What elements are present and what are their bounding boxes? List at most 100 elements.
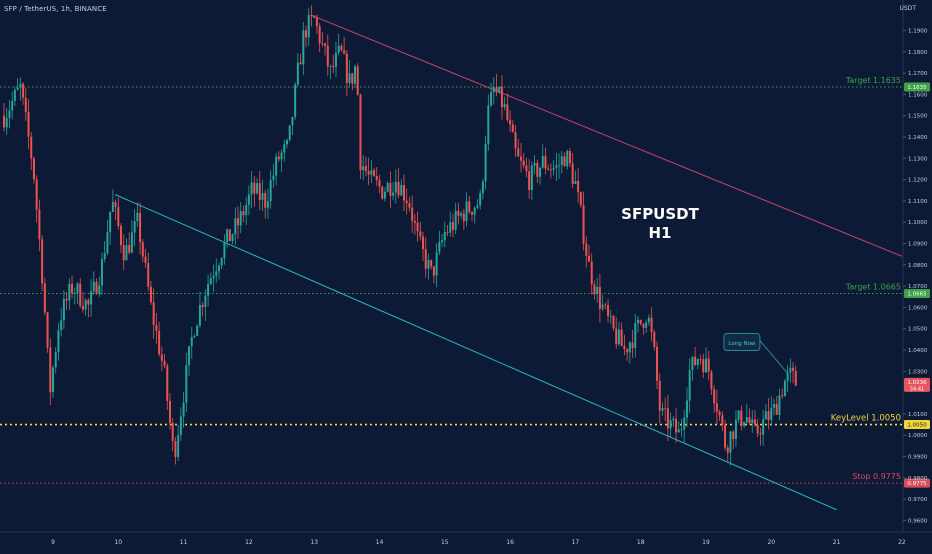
candle-body bbox=[288, 125, 291, 140]
x-tick-label: 15 bbox=[441, 539, 449, 546]
candle-body bbox=[647, 317, 650, 323]
candle-body bbox=[753, 419, 756, 425]
y-tick-label: 1.1900 bbox=[908, 29, 928, 35]
candle-body bbox=[139, 212, 142, 243]
candle-body bbox=[653, 332, 656, 347]
candle-body bbox=[778, 395, 781, 415]
candle-body bbox=[636, 319, 639, 324]
candle-body bbox=[454, 210, 457, 230]
time-axis[interactable]: 9 10 11 12 13 14 15 16 17 18 19 20 21 22 bbox=[51, 539, 906, 546]
candle-body bbox=[530, 165, 533, 190]
candle-body bbox=[294, 84, 297, 117]
candle-body bbox=[19, 83, 22, 88]
annotation-text: Long Now bbox=[728, 341, 756, 347]
candle-body bbox=[612, 316, 615, 329]
candle-body bbox=[609, 316, 612, 317]
candle-body bbox=[702, 359, 705, 373]
candle-body bbox=[495, 87, 498, 93]
x-tick-label: 10 bbox=[114, 539, 122, 546]
candle-body bbox=[511, 124, 514, 133]
trendline-upper[interactable] bbox=[312, 15, 903, 257]
candle-body bbox=[767, 411, 770, 421]
candle-body bbox=[628, 342, 631, 353]
candle-body bbox=[307, 15, 310, 38]
candle-body bbox=[645, 322, 648, 328]
candle-body bbox=[634, 323, 637, 348]
candle-body bbox=[533, 162, 536, 166]
candle-body bbox=[302, 30, 305, 65]
candle-body bbox=[348, 73, 351, 84]
candle-body bbox=[598, 286, 601, 309]
candle-body bbox=[373, 170, 376, 177]
x-tick-label: 12 bbox=[245, 539, 253, 546]
candle-body bbox=[582, 205, 585, 244]
y-tick-label: 1.1800 bbox=[908, 50, 928, 56]
level-label: Target 1.1635 bbox=[845, 76, 901, 85]
candle-body bbox=[125, 245, 128, 261]
candle-body bbox=[394, 181, 397, 193]
candle-body bbox=[568, 151, 571, 164]
candles bbox=[3, 5, 797, 466]
candle-body bbox=[664, 408, 667, 409]
candle-body bbox=[547, 168, 550, 170]
candle-body bbox=[318, 26, 321, 44]
candle-body bbox=[577, 180, 580, 193]
candle-body bbox=[79, 283, 82, 306]
candle-body bbox=[326, 45, 329, 67]
level-label: Target 1.0665 bbox=[845, 283, 901, 292]
level-label: KeyLevel 1.0050 bbox=[831, 414, 901, 424]
candle-body bbox=[721, 415, 724, 426]
candle-body bbox=[351, 73, 354, 84]
candle-body bbox=[492, 87, 495, 93]
trendline-lower[interactable] bbox=[114, 194, 837, 511]
candle-body bbox=[196, 325, 199, 336]
candle-body bbox=[52, 367, 54, 393]
candle-body bbox=[264, 193, 267, 208]
candle-body bbox=[141, 242, 144, 257]
candle-body bbox=[672, 418, 675, 421]
level-price-tag-text: 1.0050 bbox=[907, 423, 927, 429]
candle-body bbox=[430, 260, 433, 267]
candle-body bbox=[794, 370, 797, 386]
candle-body bbox=[144, 256, 147, 263]
candle-body bbox=[27, 111, 30, 137]
candle-body bbox=[743, 422, 746, 426]
candle-body bbox=[198, 304, 201, 326]
candle-body bbox=[484, 144, 487, 182]
candle-body bbox=[620, 329, 623, 347]
candle-body bbox=[656, 346, 659, 381]
y-tick-label: 1.0400 bbox=[908, 348, 928, 354]
candle-body bbox=[408, 203, 411, 208]
x-tick-label: 17 bbox=[572, 539, 580, 546]
candle-body bbox=[552, 167, 555, 170]
x-tick-label: 20 bbox=[767, 539, 775, 546]
candle-body bbox=[3, 115, 6, 128]
candle-body bbox=[217, 265, 220, 272]
y-tick-label: 0.9700 bbox=[908, 497, 928, 503]
annotation-callout[interactable] bbox=[723, 333, 761, 352]
candle-body bbox=[340, 45, 343, 51]
candle-body bbox=[234, 218, 237, 235]
candle-body bbox=[386, 182, 389, 192]
candle-body bbox=[92, 281, 95, 292]
price-axis[interactable]: 1.1900 1.1800 1.1700 1.1600 1.1500 1.1400 1.13… bbox=[903, 29, 928, 525]
y-tick-label: 1.1400 bbox=[908, 135, 928, 141]
candle-body bbox=[509, 119, 512, 125]
candle-body bbox=[732, 431, 735, 439]
candle-body bbox=[122, 245, 125, 261]
candle-body bbox=[367, 171, 370, 175]
candle-body bbox=[41, 239, 44, 284]
candle-body bbox=[73, 292, 76, 294]
candle-body bbox=[596, 286, 599, 294]
chart-title-block: SFPUSDT H1 bbox=[615, 205, 705, 243]
candle-body bbox=[438, 242, 441, 253]
candle-body bbox=[356, 66, 359, 95]
candle-body bbox=[266, 201, 269, 208]
candle-body bbox=[76, 283, 79, 293]
candle-body bbox=[623, 346, 626, 350]
candle-body bbox=[476, 205, 479, 208]
candle-body bbox=[764, 411, 767, 420]
